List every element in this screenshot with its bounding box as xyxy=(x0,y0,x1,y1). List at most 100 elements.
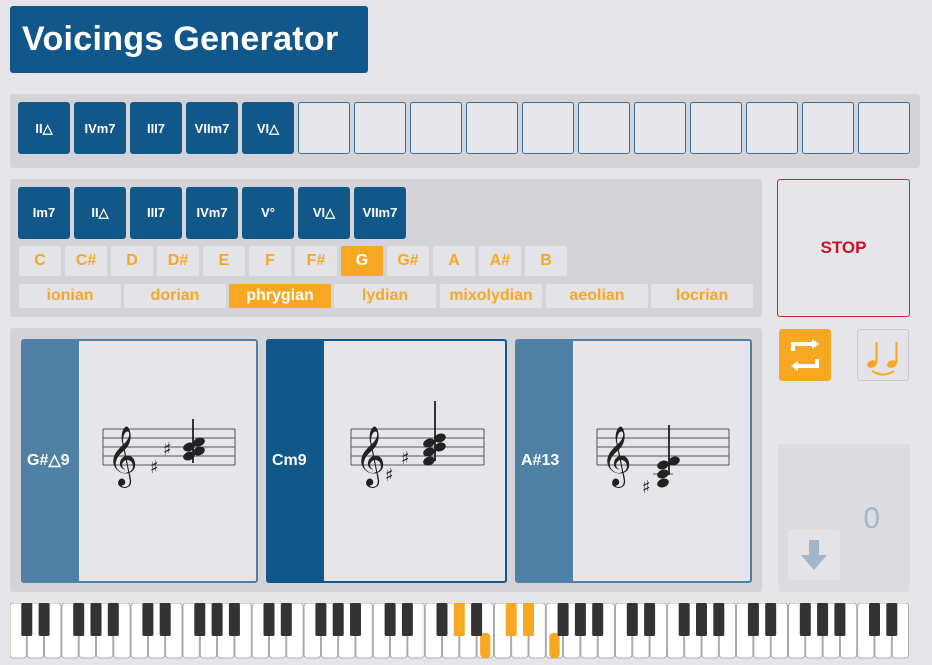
download-arrow-icon xyxy=(801,540,827,570)
sequence-slot-3[interactable]: III7 xyxy=(130,102,182,154)
chord-selector-panel: Im7 II△ III7 IVm7 V° VI△ VIIm7 C C# D D#… xyxy=(10,179,762,317)
sequence-slot-empty[interactable] xyxy=(634,102,686,154)
piano-black-key[interactable] xyxy=(142,603,154,636)
piano-black-key[interactable] xyxy=(38,603,50,636)
sequence-slot-2[interactable]: IVm7 xyxy=(74,102,126,154)
mode-button-mixolydian[interactable]: mixolydian xyxy=(440,284,542,308)
voicing-card-3[interactable]: A#13 𝄞 ♯ xyxy=(515,339,752,583)
degree-button-5[interactable]: V° xyxy=(242,187,294,239)
stop-button[interactable]: STOP xyxy=(777,179,910,317)
sequence-slot-1[interactable]: II△ xyxy=(18,102,70,154)
mode-button-ionian[interactable]: ionian xyxy=(19,284,121,308)
piano-black-key[interactable] xyxy=(280,603,292,636)
piano-black-key[interactable] xyxy=(678,603,690,636)
sequence-slot-empty[interactable] xyxy=(578,102,630,154)
piano-black-key[interactable] xyxy=(626,603,638,636)
piano-black-key[interactable] xyxy=(696,603,707,636)
piano-black-key[interactable] xyxy=(817,603,829,636)
key-button-g[interactable]: G xyxy=(341,246,383,276)
degree-button-2[interactable]: II△ xyxy=(74,187,126,239)
app-title: Voicings Generator xyxy=(10,6,368,73)
sequence-slot-5[interactable]: VI△ xyxy=(242,102,294,154)
piano-black-key[interactable] xyxy=(644,603,656,636)
mode-button-dorian[interactable]: dorian xyxy=(124,284,226,308)
piano-black-key[interactable] xyxy=(765,603,777,636)
key-button-a[interactable]: A xyxy=(433,246,475,276)
treble-clef-icon: 𝄞 xyxy=(355,426,386,488)
piano-black-key[interactable] xyxy=(401,603,413,636)
piano-black-key[interactable] xyxy=(315,603,327,636)
voicing-card-1[interactable]: G#△9 𝄞 ♯ ♯ xyxy=(21,339,258,583)
key-button-c[interactable]: C xyxy=(19,246,61,276)
piano-black-key[interactable] xyxy=(21,603,33,636)
piano-black-key[interactable] xyxy=(747,603,759,636)
degree-button-6[interactable]: VI△ xyxy=(298,187,350,239)
sequence-slot-empty[interactable] xyxy=(354,102,406,154)
key-button-f[interactable]: F xyxy=(249,246,291,276)
sequence-slot-empty[interactable] xyxy=(298,102,350,154)
download-button[interactable] xyxy=(788,530,840,580)
sequence-slot-empty[interactable] xyxy=(746,102,798,154)
mode-button-aeolian[interactable]: aeolian xyxy=(546,284,648,308)
degree-button-7[interactable]: VIIm7 xyxy=(354,187,406,239)
piano-keyboard[interactable] xyxy=(10,603,922,665)
piano-black-key[interactable] xyxy=(471,603,483,636)
piano-black-key[interactable] xyxy=(834,603,846,636)
key-button-c-sharp[interactable]: C# xyxy=(65,246,107,276)
piano-white-key-highlight xyxy=(549,633,560,658)
key-button-e[interactable]: E xyxy=(203,246,245,276)
piano-black-key[interactable] xyxy=(332,603,344,636)
voicing-card-2[interactable]: Cm9 𝄞 ♯ ♯ xyxy=(266,339,507,583)
piano-black-key[interactable] xyxy=(886,603,898,636)
sequence-slot-empty[interactable] xyxy=(690,102,742,154)
sequence-slot-4[interactable]: VIIm7 xyxy=(186,102,238,154)
sequence-slot-empty[interactable] xyxy=(410,102,462,154)
key-button-g-sharp[interactable]: G# xyxy=(387,246,429,276)
sequence-slot-empty[interactable] xyxy=(466,102,518,154)
degree-button-3[interactable]: III7 xyxy=(130,187,182,239)
tie-notes-button[interactable] xyxy=(857,329,909,381)
staff-notation: 𝄞 ♯ ♯ xyxy=(350,401,485,488)
mode-button-lydian[interactable]: lydian xyxy=(334,284,436,308)
key-button-b[interactable]: B xyxy=(525,246,567,276)
piano-black-key[interactable] xyxy=(107,603,119,636)
piano-black-key[interactable] xyxy=(869,603,880,636)
key-button-d-sharp[interactable]: D# xyxy=(157,246,199,276)
piano-black-key[interactable] xyxy=(557,603,569,636)
piano-black-key[interactable] xyxy=(574,603,586,636)
voicing-card-label: G#△9 xyxy=(23,341,79,581)
svg-text:♯: ♯ xyxy=(642,477,651,498)
piano-black-key[interactable] xyxy=(228,603,240,636)
piano-black-key[interactable] xyxy=(713,603,725,636)
piano-black-key[interactable] xyxy=(90,603,102,636)
mode-button-locrian[interactable]: locrian xyxy=(651,284,753,308)
counter-panel: 0 xyxy=(778,444,910,592)
piano-black-key[interactable] xyxy=(350,603,361,636)
sequence-slot-empty[interactable] xyxy=(802,102,854,154)
key-button-d[interactable]: D xyxy=(111,246,153,276)
piano-black-key[interactable] xyxy=(453,603,465,636)
piano-black-key[interactable] xyxy=(194,603,206,636)
piano-black-key[interactable] xyxy=(592,603,604,636)
piano-black-key[interactable] xyxy=(523,603,534,636)
piano-black-key[interactable] xyxy=(159,603,171,636)
degree-button-4[interactable]: IVm7 xyxy=(186,187,238,239)
svg-text:♯: ♯ xyxy=(385,465,394,486)
piano-black-key[interactable] xyxy=(799,603,811,636)
piano-black-key[interactable] xyxy=(73,603,85,636)
sequence-slot-empty[interactable] xyxy=(858,102,910,154)
piano-black-key[interactable] xyxy=(436,603,448,636)
piano-black-key[interactable] xyxy=(505,603,517,636)
sequence-slot-empty[interactable] xyxy=(522,102,574,154)
loop-button[interactable] xyxy=(779,329,831,381)
piano-black-key[interactable] xyxy=(384,603,396,636)
voicing-card-label: Cm9 xyxy=(268,341,324,581)
sequence-panel: II△ IVm7 III7 VIIm7 VI△ xyxy=(10,94,920,168)
key-button-f-sharp[interactable]: F# xyxy=(295,246,337,276)
mode-button-phrygian[interactable]: phrygian xyxy=(229,284,331,308)
degree-button-1[interactable]: Im7 xyxy=(18,187,70,239)
notes-icon xyxy=(867,342,898,376)
piano-black-key[interactable] xyxy=(211,603,223,636)
piano-black-key[interactable] xyxy=(263,603,275,636)
key-button-a-sharp[interactable]: A# xyxy=(479,246,521,276)
